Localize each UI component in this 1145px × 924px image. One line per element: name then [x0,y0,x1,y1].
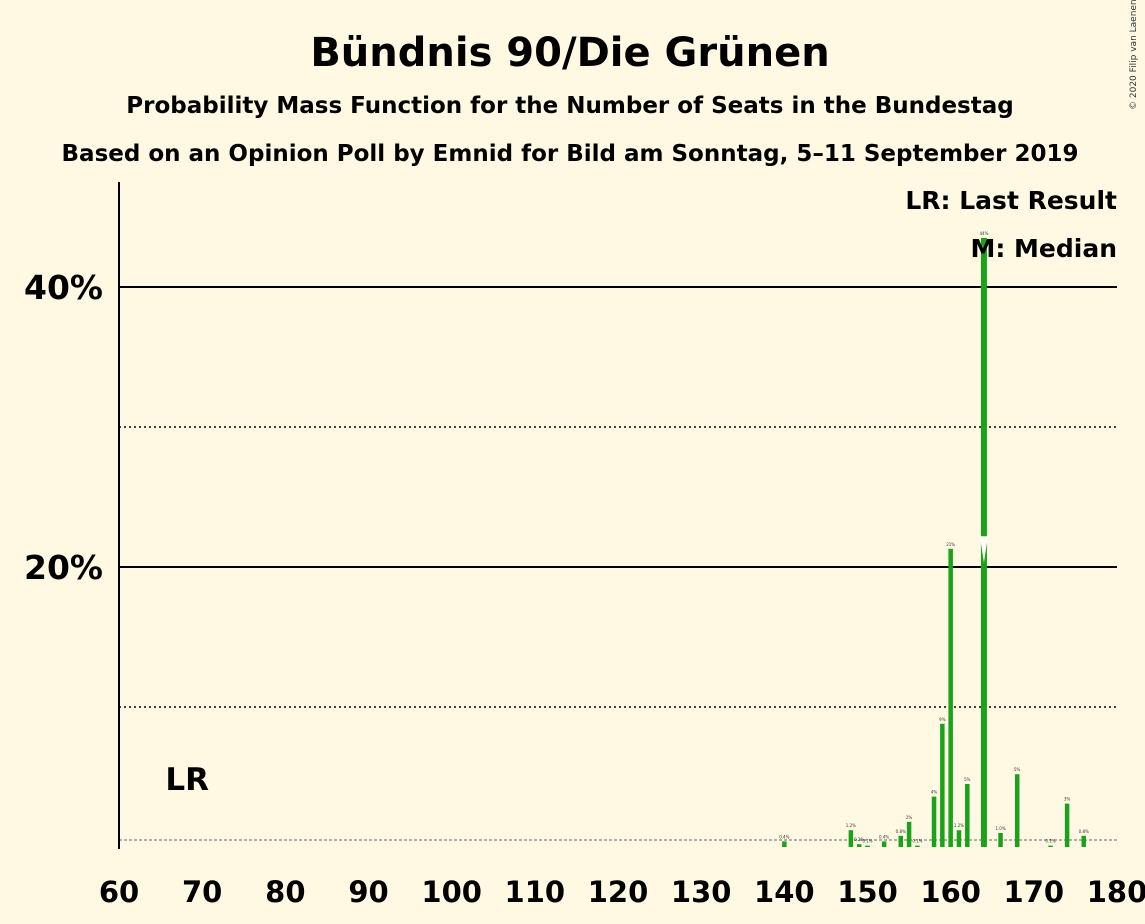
bar [1048,845,1053,847]
x-tick-label: 160 [920,875,981,909]
bar-data-label: 9% [939,717,946,722]
bar-data-label: 1.2% [954,823,964,828]
y-axis-ticks: 20% 40% [24,268,103,587]
bar [965,784,970,847]
y-tick-label: 20% [24,548,103,587]
bar-data-label: 5% [964,777,971,782]
x-tick-label: 140 [754,875,815,909]
bar [998,833,1003,847]
bar [1014,774,1020,847]
bar-data-label: 3% [1064,797,1071,802]
x-tick-label: 90 [348,875,388,909]
bar [948,548,953,847]
bar-data-label: 0.4% [879,834,889,839]
bar-data-label: 0.2% [854,837,864,842]
bar-data-label: 0.8% [1079,829,1089,834]
bar [1081,835,1086,847]
bar-data-label: 0.8% [896,829,906,834]
x-tick-label: 180 [1087,875,1145,909]
legend-median: M: Median [970,234,1117,263]
legend-last-result: LR: Last Result [905,186,1117,215]
bar [940,723,945,847]
bar-data-label: 0.1% [1045,839,1055,844]
x-axis-ticks: 60 70 80 90 100 110 120 130 140 150 160 170 180 [99,875,1145,909]
bars [782,238,1086,847]
bar [865,845,870,847]
bar [1064,803,1070,847]
gridlines [119,286,1117,841]
x-tick-label: 110 [505,875,566,909]
x-tick-label: 100 [421,875,482,909]
copyright-note: © 2020 Filip van Laenen [1129,0,1139,110]
bar-data-label: 0.4% [779,834,789,839]
x-tick-label: 120 [588,875,649,909]
bar [931,796,937,847]
bar-data-label: 0.1% [912,839,922,844]
bar-data-label: 1.0% [995,826,1005,831]
bar [898,835,904,847]
bar-data-label: 4% [931,790,938,795]
bar-labels: 0.4%1.2%0.2%0.1%0.4%0.8%2%0.1%4%9%21%1.2… [779,231,1089,844]
x-tick-label: 150 [837,875,898,909]
x-tick-label: 80 [265,875,305,909]
bar [915,845,920,847]
chart-subtitle-poll: Based on an Opinion Poll by Emnid for Bi… [62,141,1079,167]
bar [906,821,912,847]
bar [848,830,854,847]
bar-data-label: 5% [1014,767,1021,772]
bar-data-label: 21% [946,542,955,547]
bar [782,841,787,847]
bar [881,841,887,847]
chart-subtitle: Probability Mass Function for the Number… [126,93,1013,119]
x-tick-label: 60 [99,875,139,909]
median-marker [979,536,988,563]
bar-data-label: 44% [979,231,988,236]
x-tick-label: 170 [1004,875,1065,909]
bar-data-label: 1.2% [846,823,856,828]
x-tick-label: 130 [671,875,732,909]
bar [956,830,962,847]
bar-data-label: 0.1% [862,839,872,844]
y-tick-label: 40% [24,268,103,307]
chart-title: Bündnis 90/Die Grünen [310,30,829,76]
bar-data-label: 2% [906,815,913,820]
last-result-marker: LR [165,762,209,798]
bar [856,844,862,847]
x-tick-label: 70 [182,875,222,909]
